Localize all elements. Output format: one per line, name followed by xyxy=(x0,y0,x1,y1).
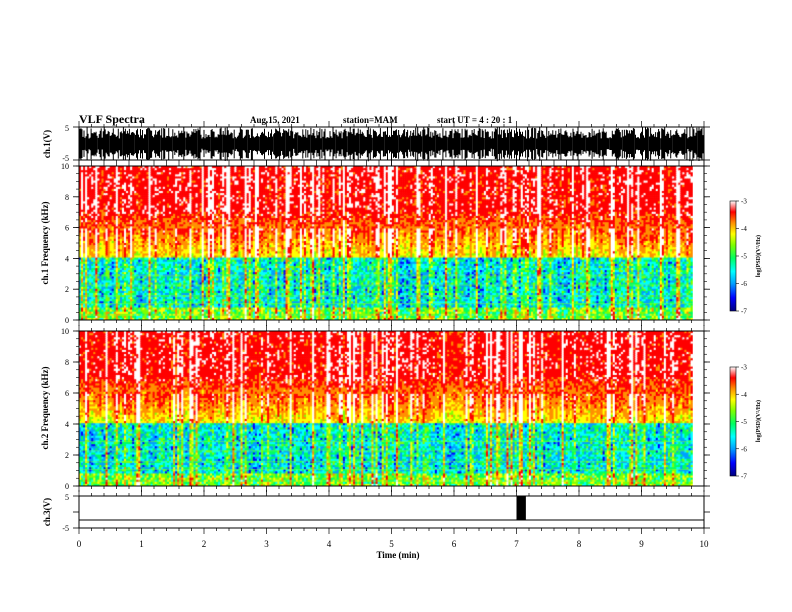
ch3-pulse xyxy=(516,496,526,520)
ch1-spectrogram-ylabel: ch.1 Frequency (kHz) xyxy=(40,201,50,284)
time-tick-label: 3 xyxy=(264,539,269,549)
ch2-frequency-ticks: 0 2 4 6 8 10 xyxy=(61,327,710,491)
ch1-ytick-top: 5 xyxy=(65,124,69,133)
frequency-tick-label: 2 xyxy=(65,285,69,294)
frequency-tick-label: 0 xyxy=(65,316,69,325)
frequency-tick-label: 8 xyxy=(65,193,69,202)
ch1-colorbar-scale xyxy=(729,200,737,312)
frequency-tick-label: 10 xyxy=(61,162,69,171)
frequency-tick-label: 6 xyxy=(65,389,69,398)
time-tick-label: 8 xyxy=(577,539,582,549)
ch3-waveform-ylabel: ch.3(V) xyxy=(42,498,52,526)
ch3-waveform-frame xyxy=(78,495,705,529)
ch1-colorbar-ticks: -3 -4 -5 -6 -7 xyxy=(736,198,747,316)
frequency-tick-label: 6 xyxy=(65,224,69,233)
time-tick-label: 10 xyxy=(700,539,710,549)
station-label: station=MAM xyxy=(343,115,398,125)
colorbar-tick-label: -4 xyxy=(741,391,747,399)
frequency-tick-label: 8 xyxy=(65,358,69,367)
ch1-colorbar: -3 -4 -5 -6 -7 log(PSD)(V²/Hz) xyxy=(729,198,762,316)
frequency-tick-label: 4 xyxy=(65,254,69,263)
spectrogram-cells xyxy=(79,331,693,486)
colorbar-tick-label: -4 xyxy=(741,225,747,233)
ch1-waveform-panel: 5 -5 ch.1(V) xyxy=(42,124,710,163)
frequency-tick-label: 0 xyxy=(65,482,69,491)
ch1-waveform-trace xyxy=(73,126,710,162)
ch1-spectrogram-panel: 0 2 4 6 8 10 ch.1 Frequency (kHz) xyxy=(40,162,710,325)
ch1-colorbar-label: log(PSD)(V²/Hz) xyxy=(755,235,762,277)
ch2-colorbar-ticks: -3 -4 -5 -6 -7 xyxy=(736,364,747,481)
ch1-frequency-ticks: 0 2 4 6 8 10 xyxy=(61,162,710,325)
spectrogram-cells xyxy=(79,166,693,320)
time-axis-label: Time (min) xyxy=(376,550,419,560)
time-tick-label: 1 xyxy=(139,539,144,549)
frequency-tick-label: 10 xyxy=(61,327,69,336)
ch2-spectrogram-image xyxy=(79,331,693,486)
ch2-spectrogram-ylabel: ch.2 Frequency (kHz) xyxy=(40,366,50,449)
ch1-spectrogram-image xyxy=(79,166,693,320)
time-tick-label: 2 xyxy=(202,539,207,549)
ch3-ytick-top: 5 xyxy=(65,493,69,502)
ch2-colorbar-label: log(PSD)(V²/Hz) xyxy=(755,400,762,442)
ch2-colorbar-scale xyxy=(729,366,737,477)
time-axis-tick-labels: 0 1 2 3 4 5 6 7 8 9 10 xyxy=(77,539,709,549)
frequency-tick-label: 2 xyxy=(65,451,69,460)
time-tick-label: 6 xyxy=(452,539,457,549)
colorbar-tick-label: -7 xyxy=(741,473,747,481)
ch3-waveform-panel: 5 -5 ch.3(V) xyxy=(42,493,710,533)
time-tick-label: 7 xyxy=(514,539,519,549)
colorbar-tick-label: -3 xyxy=(741,198,747,206)
ch2-colorbar: -3 -4 -5 -6 -7 log(PSD)(V²/Hz) xyxy=(729,364,762,481)
colorbar-tick-label: -3 xyxy=(741,364,747,372)
colorbar-tick-label: -6 xyxy=(741,280,747,288)
ch2-spectrogram-panel: 0 2 4 6 8 10 ch.2 Frequency (kHz) xyxy=(40,327,710,491)
time-axis-ticks xyxy=(78,121,705,534)
colorbar-tick-label: -5 xyxy=(741,418,747,426)
frequency-tick-label: 4 xyxy=(65,420,69,429)
time-tick-label: 0 xyxy=(77,539,82,549)
ch3-ytick-bottom: -5 xyxy=(62,524,69,533)
figure-title: VLF Spectra xyxy=(79,112,145,126)
date-label: Aug.15, 2021 xyxy=(250,115,300,125)
start-time-label: start UT = 4 : 20 : 1 xyxy=(437,115,513,125)
time-tick-label: 9 xyxy=(639,539,644,549)
ch3-waveform-trace xyxy=(73,495,710,529)
time-tick-label: 5 xyxy=(389,539,394,549)
ch1-ytick-bottom: -5 xyxy=(62,154,69,163)
colorbar-tick-label: -5 xyxy=(741,253,747,261)
colorbar-tick-label: -6 xyxy=(741,445,747,453)
ch1-waveform-ylabel: ch.1(V) xyxy=(42,130,52,158)
ch1-waveform-signal xyxy=(78,127,705,162)
colorbar-tick-label: -7 xyxy=(741,308,747,316)
time-tick-label: 4 xyxy=(327,539,332,549)
